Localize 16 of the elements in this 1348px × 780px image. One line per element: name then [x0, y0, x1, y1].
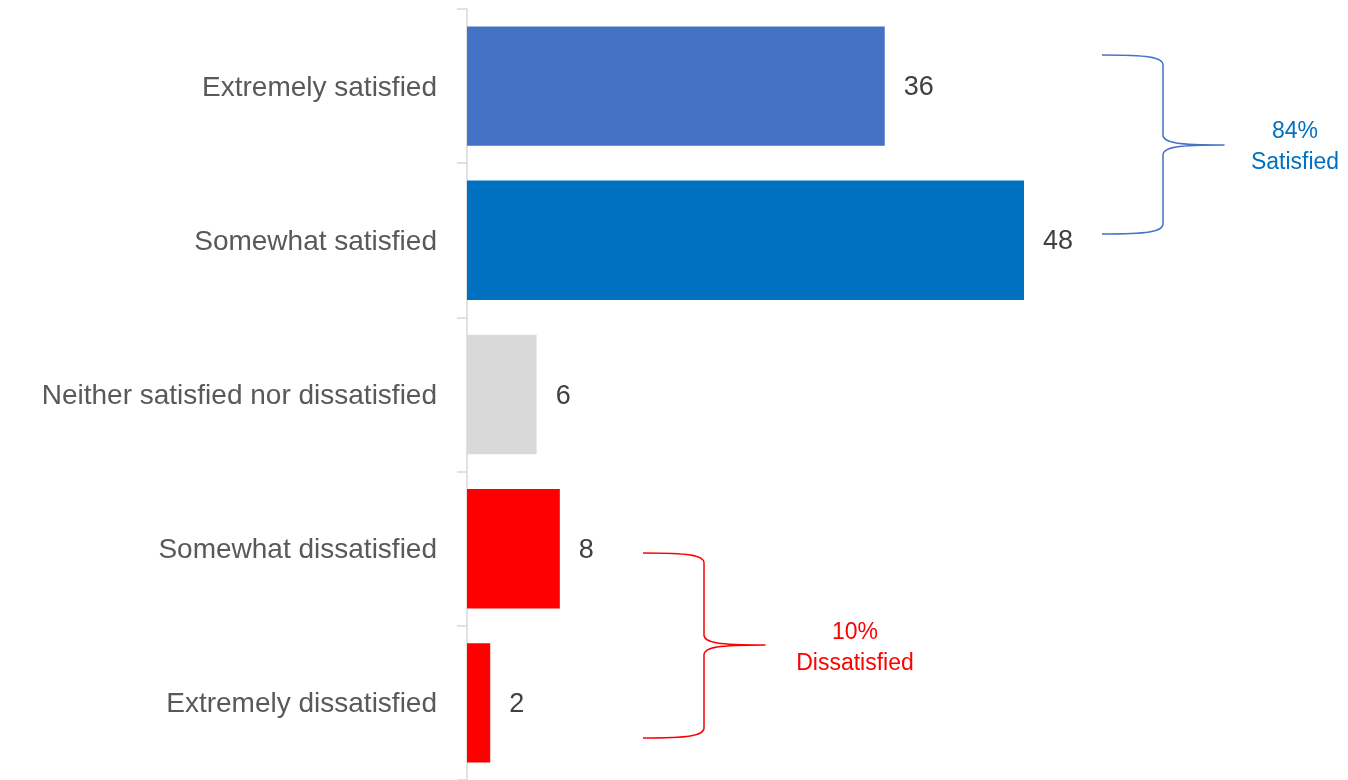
data-label: 36: [903, 71, 934, 102]
y-tick-label: Neither satisfied nor dissatisfied: [41, 379, 437, 410]
y-tick-label: Extremely satisfied: [202, 70, 437, 102]
annotation: 10% Dissatisfied: [796, 617, 914, 675]
bar: [467, 489, 560, 609]
y-tick-label: Somewhat dissatisfied: [158, 533, 437, 565]
y-tick-label: Somewhat satisfied: [194, 224, 437, 256]
data-label: 2: [509, 687, 525, 718]
bar: [467, 180, 1024, 300]
data-label: 6: [555, 379, 571, 410]
data-label: 48: [1043, 225, 1074, 256]
bar: [467, 26, 885, 146]
text: 84% Satisfied: [1250, 116, 1340, 174]
data-label: 8: [578, 533, 594, 564]
y-tick-label: Extremely dissatisfied: [166, 687, 437, 719]
bar: [467, 643, 491, 763]
